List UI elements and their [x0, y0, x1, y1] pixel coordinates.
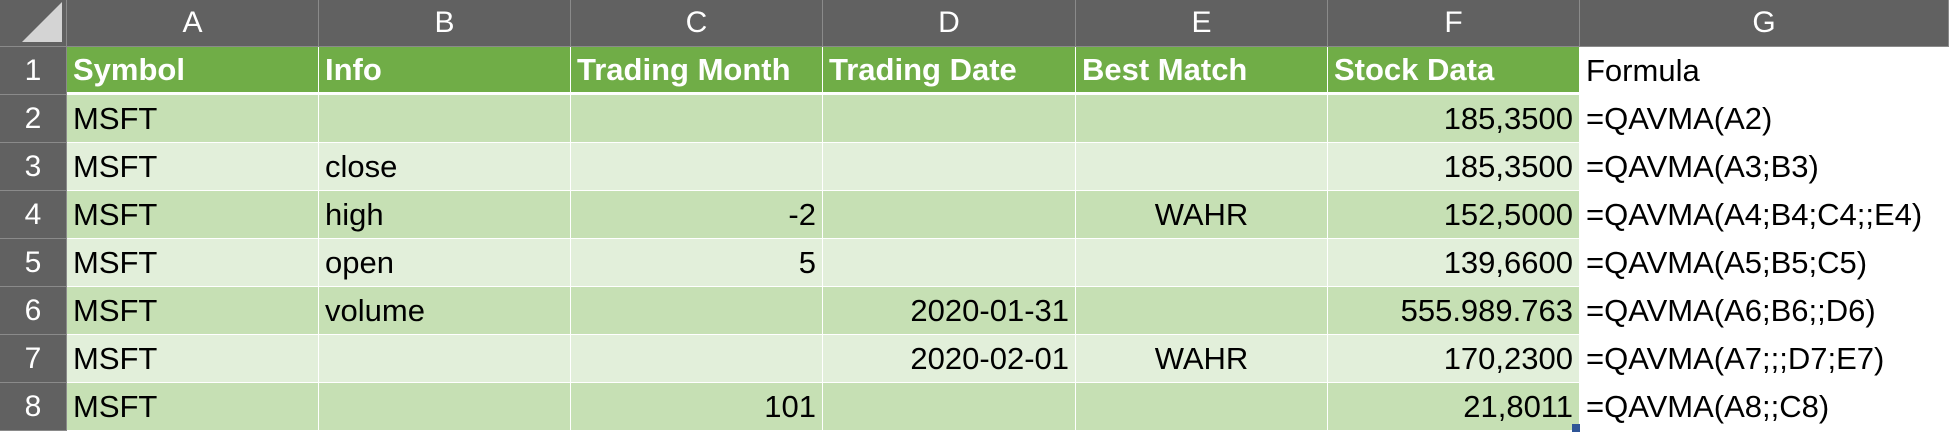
cell-best-match[interactable]: WAHR [1076, 335, 1328, 383]
column-header-f[interactable]: F [1328, 0, 1580, 47]
cell-trading-month[interactable] [571, 335, 823, 383]
column-header-b[interactable]: B [319, 0, 571, 47]
table-header-info[interactable]: Info [319, 47, 571, 95]
cell-stock-data[interactable]: 185,3500 [1328, 95, 1580, 143]
select-all-corner[interactable] [0, 0, 67, 47]
row-header-8[interactable]: 8 [0, 383, 67, 431]
cell-trading-month[interactable] [571, 95, 823, 143]
column-header-a[interactable]: A [67, 0, 319, 47]
cell-trading-date[interactable]: 2020-01-31 [823, 287, 1076, 335]
cell-best-match[interactable] [1076, 383, 1328, 431]
cell-stock-data[interactable]: 555.989.763 [1328, 287, 1580, 335]
column-header-d[interactable]: D [823, 0, 1076, 47]
row-header-2[interactable]: 2 [0, 95, 67, 143]
row-header-7[interactable]: 7 [0, 335, 67, 383]
cell-trading-date[interactable] [823, 383, 1076, 431]
row-header-4[interactable]: 4 [0, 191, 67, 239]
cell-symbol[interactable]: MSFT [67, 335, 319, 383]
row-header-1[interactable]: 1 [0, 47, 67, 95]
cell-best-match[interactable] [1076, 95, 1328, 143]
cell-stock-data[interactable]: 170,2300 [1328, 335, 1580, 383]
cell-info[interactable] [319, 95, 571, 143]
column-header-g[interactable]: G [1580, 0, 1949, 47]
cell-best-match[interactable]: WAHR [1076, 191, 1328, 239]
cell-formula[interactable]: =QAVMA(A3;B3) [1580, 143, 1949, 191]
cell-trading-month[interactable]: 101 [571, 383, 823, 431]
cell-best-match[interactable] [1076, 143, 1328, 191]
row-header-6[interactable]: 6 [0, 287, 67, 335]
cell-info[interactable] [319, 335, 571, 383]
table-header-stock-data[interactable]: Stock Data [1328, 47, 1580, 95]
cell-symbol[interactable]: MSFT [67, 95, 319, 143]
cell-trading-date[interactable] [823, 95, 1076, 143]
cell-stock-data[interactable]: 185,3500 [1328, 143, 1580, 191]
row-header-5[interactable]: 5 [0, 239, 67, 287]
cell-symbol[interactable]: MSFT [67, 143, 319, 191]
cell-formula[interactable]: =QAVMA(A4;B4;C4;;E4) [1580, 191, 1949, 239]
select-all-triangle-icon [22, 2, 62, 42]
cell-trading-month[interactable]: -2 [571, 191, 823, 239]
cell-trading-month[interactable]: 5 [571, 239, 823, 287]
cell-trading-date[interactable] [823, 143, 1076, 191]
table-header-trading-month[interactable]: Trading Month [571, 47, 823, 95]
table-header-trading-date[interactable]: Trading Date [823, 47, 1076, 95]
table-resize-handle[interactable] [1572, 424, 1580, 432]
cell-symbol[interactable]: MSFT [67, 191, 319, 239]
cell-symbol[interactable]: MSFT [67, 287, 319, 335]
cell-formula[interactable]: =QAVMA(A5;B5;C5) [1580, 239, 1949, 287]
cell-trading-date[interactable] [823, 191, 1076, 239]
cell-trading-month[interactable] [571, 143, 823, 191]
cell-trading-date[interactable]: 2020-02-01 [823, 335, 1076, 383]
cell-best-match[interactable] [1076, 239, 1328, 287]
cell-stock-data[interactable]: 152,5000 [1328, 191, 1580, 239]
cell-stock-data[interactable]: 21,8011 [1328, 383, 1580, 431]
cell-trading-date[interactable] [823, 239, 1076, 287]
cell-info[interactable]: volume [319, 287, 571, 335]
cell-info[interactable]: close [319, 143, 571, 191]
cell-stock-data[interactable]: 139,6600 [1328, 239, 1580, 287]
column-header-e[interactable]: E [1076, 0, 1328, 47]
column-header-c[interactable]: C [571, 0, 823, 47]
table-header-best-match[interactable]: Best Match [1076, 47, 1328, 95]
cell-symbol[interactable]: MSFT [67, 239, 319, 287]
cell-info[interactable]: high [319, 191, 571, 239]
cell-g1-formula-header[interactable]: Formula [1580, 47, 1949, 95]
cell-formula[interactable]: =QAVMA(A2) [1580, 95, 1949, 143]
table-header-symbol[interactable]: Symbol [67, 47, 319, 95]
cell-best-match[interactable] [1076, 287, 1328, 335]
row-header-3[interactable]: 3 [0, 143, 67, 191]
cell-formula[interactable]: =QAVMA(A6;B6;;D6) [1580, 287, 1949, 335]
cell-info[interactable]: open [319, 239, 571, 287]
cell-formula[interactable]: =QAVMA(A7;;;D7;E7) [1580, 335, 1949, 383]
cell-symbol[interactable]: MSFT [67, 383, 319, 431]
cell-info[interactable] [319, 383, 571, 431]
cell-trading-month[interactable] [571, 287, 823, 335]
cell-formula[interactable]: =QAVMA(A8;;C8) [1580, 383, 1949, 431]
